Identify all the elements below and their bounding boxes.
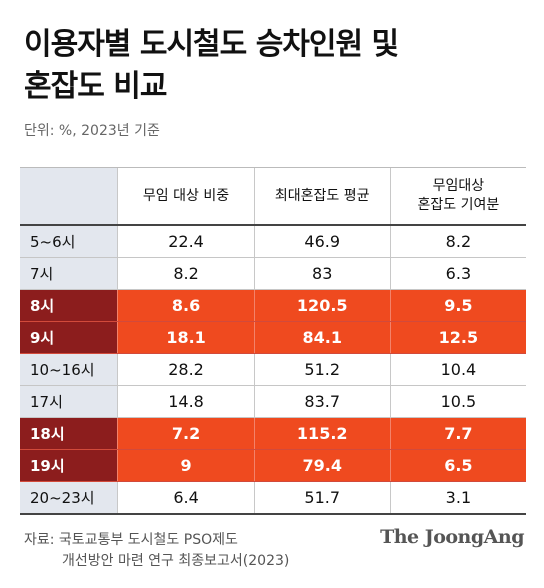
cell-free-contribution: 12.5 (389, 322, 526, 353)
table-row: 8시 8.6 120.5 9.5 (20, 290, 526, 322)
cell-free-contribution: 8.2 (389, 226, 526, 257)
cell-free-share: 18.1 (117, 322, 254, 353)
cell-free-contribution: 6.5 (389, 450, 526, 481)
data-table: 무임 대상 비중 최대혼잡도 평균 무임대상 혼잡도 기여분 5~6시 22.4 46… (20, 167, 526, 515)
cell-free-share: 14.8 (117, 386, 253, 417)
table-row: 7시 8.2 83 6.3 (20, 258, 526, 290)
table-body: 5~6시 22.4 46.9 8.2 7시 8.2 83 6.3 8시 8.6 120.5 9.5 9시… (20, 226, 526, 515)
cell-max-congestion: 83.7 (253, 386, 390, 417)
cell-free-contribution: 7.7 (389, 418, 526, 449)
cell-free-contribution: 10.4 (389, 354, 526, 385)
header-free-contribution: 무임대상 혼잡도 기여분 (389, 168, 526, 224)
chart-title-line2: 혼잡도 비교 (24, 69, 167, 104)
source-line2: 개선방안 마련 연구 최종보고서(2023) (62, 553, 290, 569)
cell-max-congestion: 120.5 (253, 290, 390, 321)
cell-free-share: 22.4 (117, 226, 253, 257)
chart-title: 이용자별 도시철도 승차인원 및 혼잡도 비교 (24, 24, 524, 108)
row-time-label: 19시 (20, 450, 118, 481)
table-row: 9시 18.1 84.1 12.5 (20, 322, 526, 354)
cell-max-congestion: 115.2 (253, 418, 390, 449)
cell-max-congestion: 46.9 (253, 226, 390, 257)
cell-free-share: 8.2 (117, 258, 253, 289)
row-time-label: 7시 (20, 258, 118, 289)
row-time-label: 20~23시 (20, 482, 118, 513)
cell-max-congestion: 83 (253, 258, 390, 289)
table-row: 19시 9 79.4 6.5 (20, 450, 526, 482)
table-row: 17시 14.8 83.7 10.5 (20, 386, 526, 418)
header-free-share: 무임 대상 비중 (117, 168, 253, 224)
brand-logo: The JoongAng (380, 526, 524, 548)
cell-free-contribution: 10.5 (389, 386, 526, 417)
row-time-label: 10~16시 (20, 354, 118, 385)
row-time-label: 8시 (20, 290, 118, 321)
row-time-label: 18시 (20, 418, 118, 449)
row-time-label: 17시 (20, 386, 118, 417)
cell-max-congestion: 51.7 (253, 482, 390, 513)
table-row: 10~16시 28.2 51.2 10.4 (20, 354, 526, 386)
source-note: 자료: 국토교통부 도시철도 PSO제도 개선방안 마련 연구 최종보고서(20… (24, 530, 289, 572)
cell-free-share: 6.4 (117, 482, 253, 513)
table-row: 18시 7.2 115.2 7.7 (20, 418, 526, 450)
cell-free-share: 28.2 (117, 354, 253, 385)
cell-free-share: 7.2 (117, 418, 254, 449)
table-row: 20~23시 6.4 51.7 3.1 (20, 482, 526, 515)
table-header: 무임 대상 비중 최대혼잡도 평균 무임대상 혼잡도 기여분 (20, 167, 526, 226)
cell-free-contribution: 9.5 (389, 290, 526, 321)
cell-max-congestion: 84.1 (253, 322, 390, 353)
cell-free-share: 9 (117, 450, 254, 481)
row-time-label: 9시 (20, 322, 118, 353)
cell-free-contribution: 3.1 (389, 482, 526, 513)
chart-title-line1: 이용자별 도시철도 승차인원 및 (24, 27, 399, 62)
row-time-label: 5~6시 (20, 226, 118, 257)
unit-note: 단위: %, 2023년 기준 (24, 123, 160, 139)
cell-free-contribution: 6.3 (389, 258, 526, 289)
table-row: 5~6시 22.4 46.9 8.2 (20, 226, 526, 258)
cell-max-congestion: 79.4 (253, 450, 390, 481)
header-stub (20, 168, 118, 224)
cell-max-congestion: 51.2 (253, 354, 390, 385)
cell-free-share: 8.6 (117, 290, 254, 321)
source-line1: 자료: 국토교통부 도시철도 PSO제도 (24, 532, 238, 548)
header-max-congestion: 최대혼잡도 평균 (253, 168, 390, 224)
